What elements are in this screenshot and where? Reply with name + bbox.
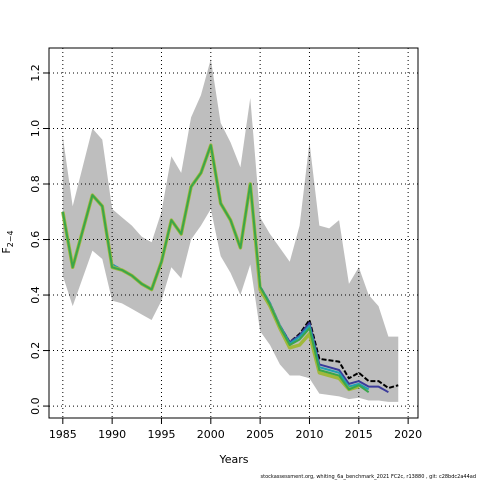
y-tick-label: 1.2 <box>29 64 42 82</box>
y-tick-label: 0.8 <box>29 175 42 193</box>
y-tick-label: 1.0 <box>29 120 42 138</box>
x-tick-label: 1990 <box>98 428 126 441</box>
x-tick-label: 2020 <box>394 428 422 441</box>
x-tick-label: 2010 <box>295 428 323 441</box>
series-line <box>61 144 370 394</box>
y-tick-label: 0.6 <box>29 231 42 249</box>
x-tick-label: 1985 <box>49 428 77 441</box>
x-axis-label: Years <box>218 453 248 466</box>
confidence-band <box>62 59 399 402</box>
y-axis-label: F2−4 <box>0 230 15 253</box>
footnote: stockassessment.org, whiting_6a_benchmar… <box>261 474 476 480</box>
y-label-main: F <box>0 247 13 253</box>
x-tick-label: 2015 <box>345 428 373 441</box>
y-tick-label: 0.2 <box>29 342 42 360</box>
y-label-sub: 2−4 <box>6 230 15 247</box>
x-tick-label: 2005 <box>246 428 274 441</box>
y-tick-label: 0.0 <box>29 397 42 415</box>
plot-frame <box>48 47 419 419</box>
x-tick-label: 1995 <box>147 428 175 441</box>
y-tick-label: 0.4 <box>29 286 42 304</box>
x-tick-label: 2000 <box>197 428 225 441</box>
